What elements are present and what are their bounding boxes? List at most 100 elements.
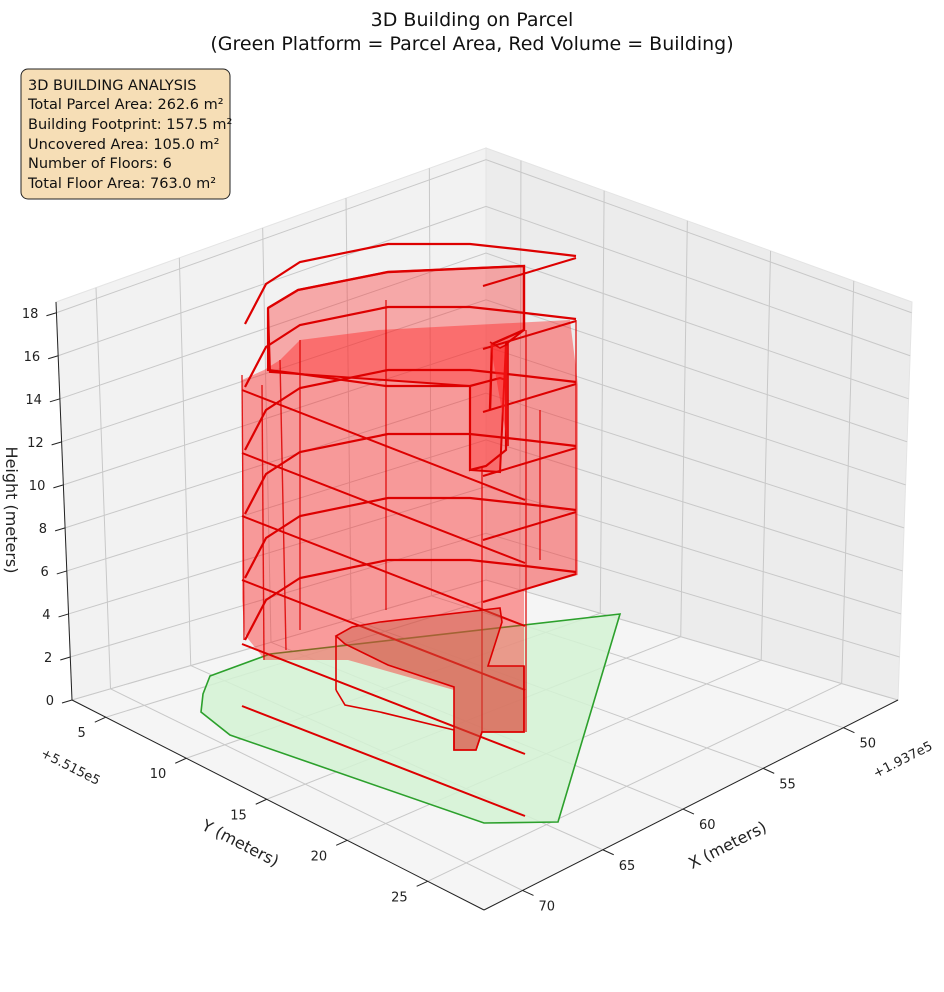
z-gridline (64, 392, 905, 529)
x-tick-label: 65 (619, 859, 636, 874)
floor-slab-diagonal (241, 389, 526, 501)
y-tick-label: 20 (311, 849, 328, 864)
info-line-floor-area: Total Floor Area: 763.0 m² (27, 176, 216, 192)
x-tick-label: 70 (539, 899, 556, 914)
building-vertical-edge (279, 359, 287, 651)
floor-slab-front-edge (482, 383, 577, 413)
x-gridline-vertical (262, 227, 272, 643)
floor-slab-front-edge (482, 511, 577, 541)
y-axis-line (71, 699, 485, 911)
y-axis-label: Y (meters) (198, 815, 282, 870)
floor-slab-outline (244, 242, 577, 325)
z-gridline (68, 486, 902, 615)
z-gridline (59, 252, 909, 400)
floor-slab-front-edge (482, 257, 577, 287)
y-tick-mark (175, 757, 187, 764)
floor-slab-outline (244, 558, 577, 641)
x-tick-label: 60 (699, 818, 716, 833)
info-line-floors: Number of Floors: 6 (28, 156, 172, 172)
floor-slab-diagonal (241, 515, 526, 627)
z-tick-label: 4 (42, 608, 50, 623)
x-tick-mark (522, 890, 534, 896)
z-tick-label: 8 (39, 522, 47, 537)
z-tick-mark (61, 699, 73, 704)
y-gridline (427, 683, 842, 882)
x-gridline (431, 595, 844, 729)
building-volume (241, 242, 578, 817)
floor-slab-diagonal (241, 705, 526, 817)
x-gridline (110, 688, 523, 891)
x-tick-label: 50 (859, 737, 876, 752)
y-tick-mark (335, 839, 348, 846)
x-axis-offset: +1.937e5 (871, 739, 935, 782)
floor-slab-outline (244, 496, 577, 579)
info-box-background (20, 68, 231, 200)
building-notch (489, 341, 509, 446)
z-tick-mark (53, 484, 64, 489)
y-gridline-vertical (599, 190, 605, 614)
axis-lines (55, 301, 899, 911)
z-axis-line (55, 301, 73, 701)
x-gridline-vertical (178, 257, 192, 666)
z-tick-mark (49, 398, 61, 403)
info-box: 3D BUILDING ANALYSIS Total Parcel Area: … (20, 68, 232, 200)
floor-slab-front-edge (482, 320, 577, 350)
z-tick-mark (54, 527, 66, 532)
z-tick-label: 2 (44, 651, 52, 666)
x-tick-label: 55 (779, 777, 796, 792)
y-tick-mark (416, 880, 428, 887)
z-tick-label: 18 (22, 307, 39, 322)
z-tick-label: 12 (27, 436, 44, 451)
floor-slab-outline (244, 368, 577, 451)
y-axis-offset: +5.515e5 (38, 746, 102, 789)
chart-title: 3D Building on Parcel (371, 9, 574, 31)
z-tick-label: 16 (24, 350, 41, 365)
z-tick-mark (58, 613, 69, 618)
x-axis-label: X (meters) (685, 817, 769, 873)
x-tick-mark (843, 727, 855, 734)
z-tick-label: 6 (41, 565, 49, 580)
tick-marks: 0 2 4 6 8 10 12 14 16 18 5 10 15 20 25 50 55 60 65 70 (22, 307, 876, 915)
z-gridline (66, 439, 903, 572)
y-tick-label: 5 (78, 726, 86, 741)
floor-slab-front-edge (482, 447, 577, 477)
x-tick-mark (682, 808, 695, 815)
y-tick-mark (94, 716, 107, 723)
z-tick-mark (56, 570, 67, 575)
x-gridline-vertical (95, 287, 112, 689)
z-tick-mark (60, 656, 71, 661)
chart-subtitle: (Green Platform = Parcel Area, Red Volum… (210, 33, 733, 55)
x-tick-mark (763, 767, 775, 774)
floor-slab-front-edge (482, 573, 577, 603)
x-axis-line (483, 699, 899, 911)
building-vertical-edge (241, 374, 245, 641)
info-line-parcel-area: Total Parcel Area: 262.6 m² (27, 97, 224, 113)
z-tick-mark (51, 441, 62, 446)
z-tick-label: 14 (25, 393, 42, 408)
x-gridline-vertical (428, 168, 432, 596)
floor-slab-outline (244, 432, 577, 515)
building-outer-shell (242, 320, 578, 750)
z-gridline (56, 159, 912, 314)
y-gridline-vertical (680, 220, 688, 637)
z-tick-label: 10 (29, 479, 46, 494)
y-gridline-vertical (841, 280, 855, 684)
z-gridline (61, 299, 908, 443)
floor-slab-diagonal (241, 579, 526, 691)
z-axis-label: Height (meters) (2, 447, 21, 574)
floor-slab-diagonal (241, 643, 526, 755)
info-line-title: 3D BUILDING ANALYSIS (28, 78, 196, 94)
z-gridline (70, 532, 900, 658)
z-gridline (63, 345, 906, 486)
x-gridline-vertical (345, 198, 352, 620)
z-gridline (57, 205, 911, 357)
building-vertical-edge (261, 384, 265, 661)
z-tick-mark (48, 355, 59, 360)
info-line-uncovered: Uncovered Area: 105.0 m² (28, 137, 219, 153)
y-tick-label: 15 (230, 808, 247, 823)
z-tick-label: 0 (46, 694, 54, 709)
y-tick-mark (255, 798, 267, 805)
floor-slab-diagonal (241, 452, 526, 564)
info-line-footprint: Building Footprint: 157.5 m² (28, 117, 232, 133)
